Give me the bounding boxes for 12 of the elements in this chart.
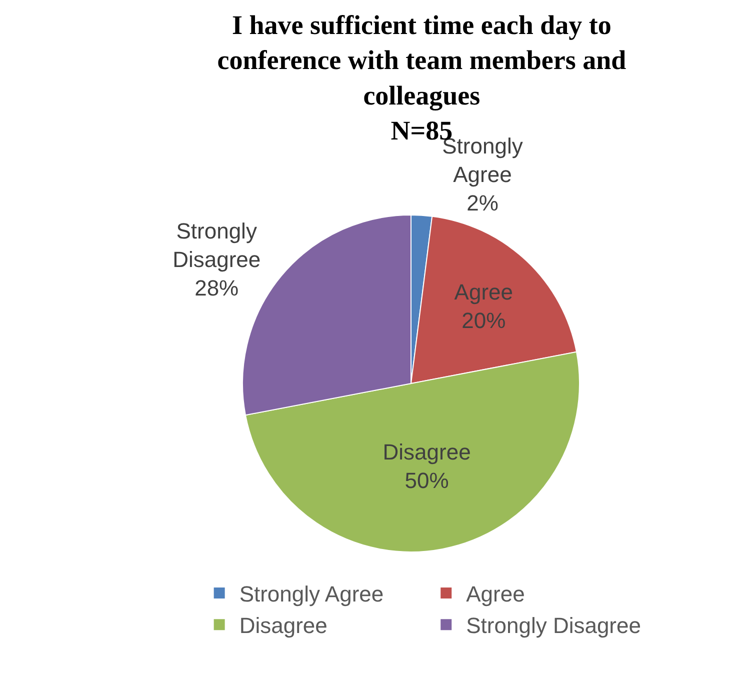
- legend-label: Strongly Agree: [239, 582, 384, 607]
- slice-label: Agree: [454, 279, 514, 304]
- legend-label: Agree: [466, 582, 525, 607]
- chart-title: I have sufficient time each day to conference with team members and colleagues: [217, 10, 626, 110]
- data-label: 50%: [404, 468, 449, 494]
- slice-label: Disagree: [382, 439, 471, 464]
- data-label: 20%: [462, 308, 506, 333]
- legend-label: Disagree: [239, 613, 328, 638]
- data-label: 28%: [194, 275, 239, 300]
- legend-label: Strongly Disagree: [466, 613, 641, 638]
- data-label: 2%: [466, 190, 498, 216]
- slice-label: Strongly Disagree: [172, 218, 261, 272]
